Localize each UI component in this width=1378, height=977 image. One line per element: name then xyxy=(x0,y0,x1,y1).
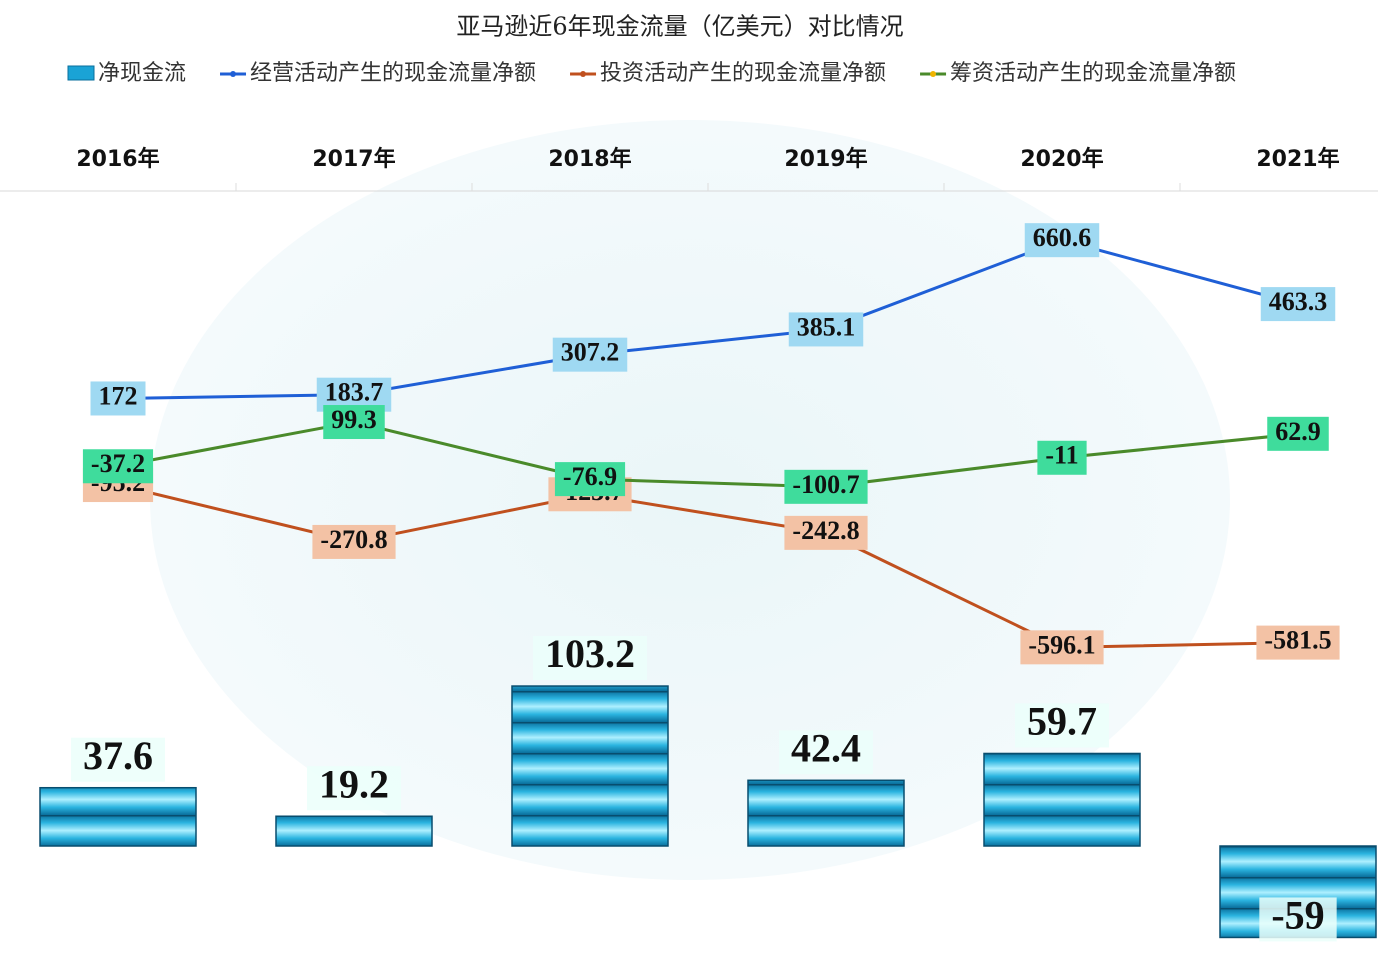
value-label-text: -100.7 xyxy=(792,470,859,499)
value-label: -59 xyxy=(1259,893,1337,942)
value-label-bg xyxy=(1267,416,1329,451)
value-label-text: 19.2 xyxy=(319,761,389,806)
value-label-bg xyxy=(784,515,868,550)
legend-label: 净现金流 xyxy=(98,61,186,86)
value-label-text: 103.2 xyxy=(545,631,635,676)
value-label: -37.2 xyxy=(82,449,154,484)
legend-dot xyxy=(580,71,587,77)
line xyxy=(117,420,1299,489)
value-label-text: 172 xyxy=(99,381,138,410)
value-label: 99.3 xyxy=(323,405,385,440)
x-tick-label: 2021年 xyxy=(1256,146,1339,172)
value-label-text: 99.3 xyxy=(331,405,377,434)
value-label: -270.8 xyxy=(312,524,396,559)
value-label: -581.5 xyxy=(1256,625,1340,660)
value-label-text: -242.8 xyxy=(792,516,859,545)
value-label: -76.9 xyxy=(554,462,626,497)
value-label-text: 183.7 xyxy=(325,378,384,407)
value-label-bg xyxy=(1037,440,1087,475)
value-label-text: 307.2 xyxy=(561,338,620,367)
value-label-bg xyxy=(71,737,165,782)
value-label: 59.7 xyxy=(1015,699,1109,748)
value-label: 385.1 xyxy=(788,312,864,347)
line xyxy=(117,238,1299,400)
value-label-text: 385.1 xyxy=(797,312,856,341)
value-label-bg xyxy=(552,337,628,372)
value-label-bg xyxy=(307,766,401,811)
value-label-bg xyxy=(323,405,385,440)
value-label-text: -596.1 xyxy=(1028,630,1095,659)
value-label-bg xyxy=(1015,703,1109,748)
value-label-text: 62.9 xyxy=(1275,417,1321,446)
value-label-text: -76.9 xyxy=(563,462,617,491)
legend-dot xyxy=(930,71,937,77)
bar xyxy=(511,685,669,847)
value-label: 103.2 xyxy=(533,631,647,681)
value-label-bg xyxy=(1020,630,1104,665)
value-label-text: -59 xyxy=(1271,893,1324,938)
value-label: -242.8 xyxy=(784,515,868,550)
value-label-bg xyxy=(1256,625,1340,660)
value-label-bg xyxy=(784,469,868,504)
bar xyxy=(747,779,905,847)
legend-swatch xyxy=(67,65,95,81)
value-label-text: 37.6 xyxy=(83,733,153,778)
value-label-bg xyxy=(554,462,626,497)
bar xyxy=(275,815,433,847)
x-tick-label: 2016年 xyxy=(76,146,159,172)
value-label: 37.6 xyxy=(71,733,165,782)
legend-item: 经营活动产生的现金流量净额 xyxy=(220,61,536,86)
value-label-text: 59.7 xyxy=(1027,699,1097,744)
chart-title: 亚马逊近6年现金流量（亿美元）对比情况 xyxy=(456,13,903,41)
x-tick-label: 2018年 xyxy=(548,146,631,172)
value-label-bg xyxy=(788,312,864,347)
value-label: -596.1 xyxy=(1020,630,1104,665)
value-label-bg xyxy=(1259,897,1337,942)
value-label: 62.9 xyxy=(1267,417,1329,451)
value-label-text: 660.6 xyxy=(1033,223,1092,252)
value-label: 172 xyxy=(90,381,146,416)
legend-item: 投资活动产生的现金流量净额 xyxy=(570,61,886,86)
value-label-text: -270.8 xyxy=(320,525,387,554)
legend-dot xyxy=(230,71,237,77)
x-tick-label: 2020年 xyxy=(1020,146,1103,172)
value-label-text: 463.3 xyxy=(1269,287,1328,316)
value-label: 660.6 xyxy=(1024,223,1100,258)
legend-label: 投资活动产生的现金流量净额 xyxy=(600,61,886,86)
legend-label: 筹资活动产生的现金流量净额 xyxy=(950,61,1236,86)
value-label-text: 42.4 xyxy=(791,725,861,770)
bar xyxy=(983,752,1141,847)
value-label: 463.3 xyxy=(1260,287,1336,322)
legend-item: 筹资活动产生的现金流量净额 xyxy=(920,61,1236,86)
x-tick-label: 2017年 xyxy=(312,146,395,172)
value-label-text: -37.2 xyxy=(91,449,145,478)
value-label-text: -581.5 xyxy=(1264,626,1331,655)
background xyxy=(150,120,1230,880)
value-label-bg xyxy=(1024,223,1100,258)
value-label-bg xyxy=(90,381,146,416)
value-label-bg xyxy=(779,730,873,775)
legend-item: 净现金流 xyxy=(67,61,186,86)
value-label-bg xyxy=(1260,287,1336,322)
legend-label: 经营活动产生的现金流量净额 xyxy=(250,61,536,86)
bar xyxy=(39,786,197,847)
value-label: 307.2 xyxy=(552,337,628,372)
value-label: -100.7 xyxy=(784,469,868,504)
value-label: 42.4 xyxy=(779,725,873,775)
value-label-text: -11 xyxy=(1045,441,1078,470)
x-tick-label: 2019年 xyxy=(784,146,867,172)
value-label: -11 xyxy=(1037,440,1087,475)
value-label: 19.2 xyxy=(307,761,401,811)
value-label-bg xyxy=(82,449,154,484)
value-label-bg xyxy=(312,524,396,559)
value-label-bg xyxy=(533,636,647,681)
